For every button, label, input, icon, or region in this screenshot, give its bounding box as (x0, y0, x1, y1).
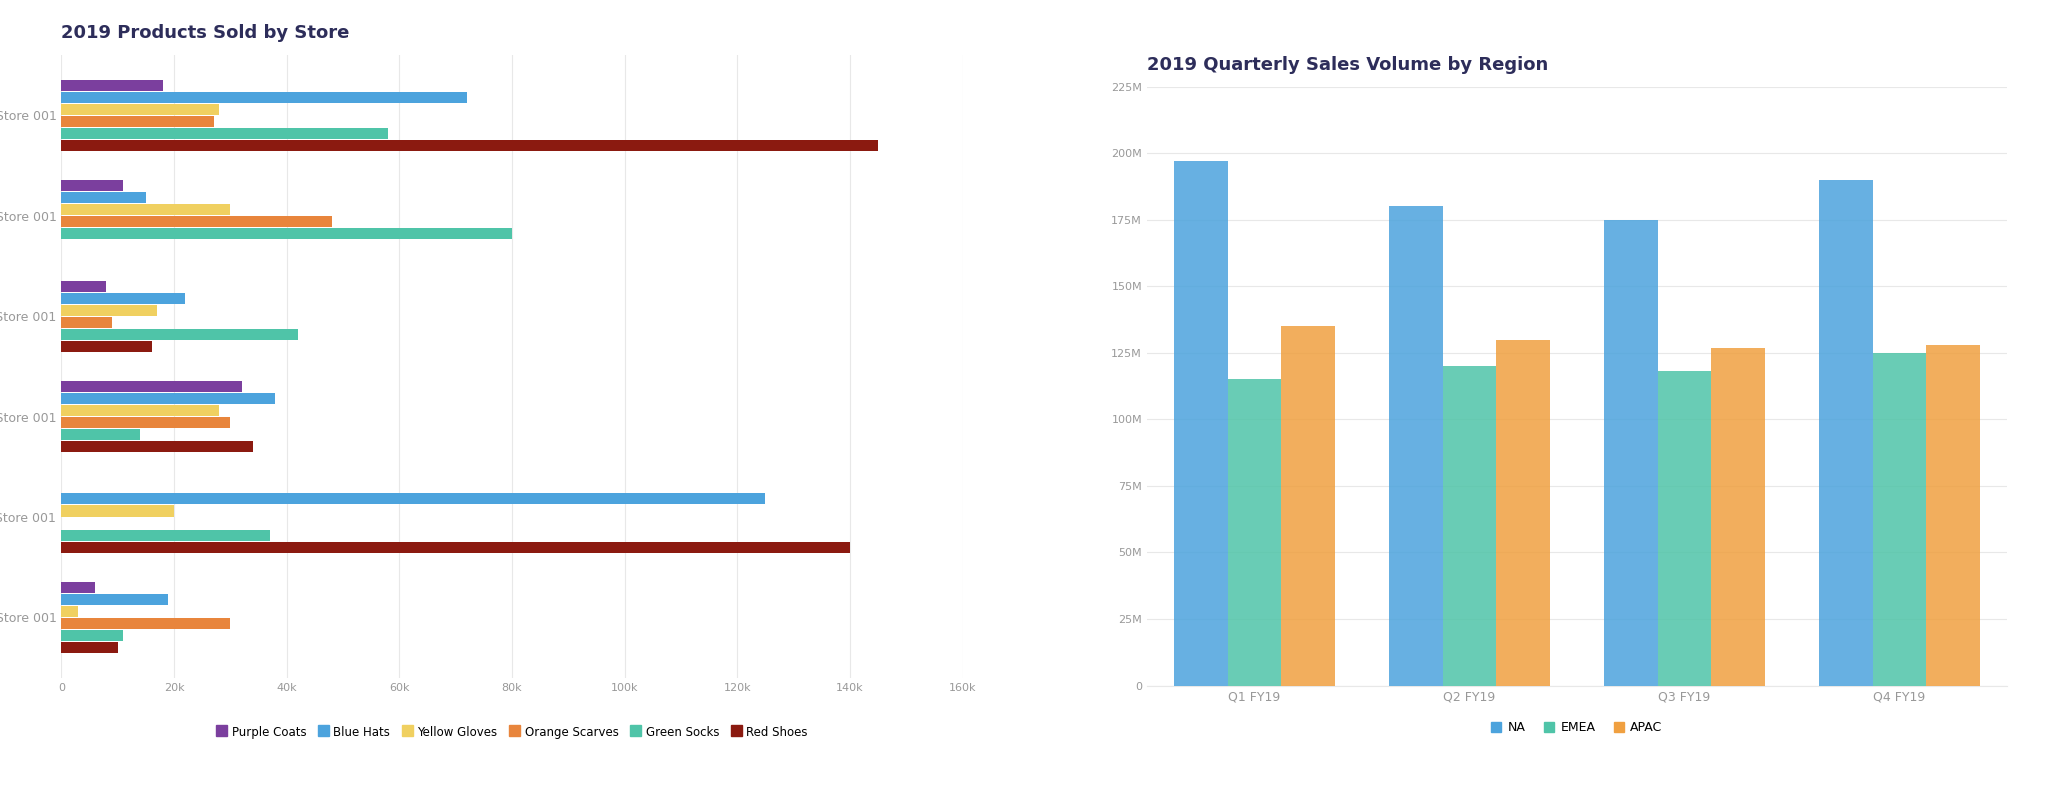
Text: 2019 Products Sold by Store: 2019 Products Sold by Store (61, 24, 350, 43)
Bar (61, 204, 229, 215)
Bar (61, 317, 113, 328)
Bar (61, 329, 299, 340)
Bar (61, 80, 162, 91)
Text: 2019 Quarterly Sales Volume by Region: 2019 Quarterly Sales Volume by Region (1147, 56, 1548, 74)
Bar (61, 582, 94, 593)
Bar (61, 541, 850, 552)
Bar (61, 281, 106, 292)
Bar (61, 530, 270, 541)
Bar (61, 92, 467, 103)
Bar (1872, 353, 1927, 686)
Bar (61, 630, 123, 641)
Bar (61, 116, 213, 127)
Bar (1604, 220, 1657, 686)
Bar (61, 429, 139, 440)
Legend: NA, EMEA, APAC: NA, EMEA, APAC (1487, 716, 1667, 739)
Bar (61, 441, 254, 452)
Bar (61, 606, 78, 617)
Bar (61, 594, 168, 605)
Bar (61, 642, 117, 653)
Bar (1657, 371, 1712, 686)
Bar (61, 229, 512, 240)
Bar (61, 140, 879, 151)
Bar (61, 381, 242, 392)
Bar (61, 217, 332, 228)
Bar (1282, 326, 1335, 686)
Bar (61, 505, 174, 516)
Bar (61, 393, 274, 404)
Bar (1712, 348, 1765, 686)
Bar (1497, 340, 1550, 686)
Bar (61, 292, 184, 303)
Bar (61, 180, 123, 191)
Bar (61, 104, 219, 115)
Bar (61, 618, 229, 629)
Bar (61, 493, 766, 504)
Bar (1442, 366, 1497, 686)
Bar (61, 305, 158, 316)
Legend: Purple Coats, Blue Hats, Yellow Gloves, Orange Scarves, Green Socks, Red Shoes: Purple Coats, Blue Hats, Yellow Gloves, … (211, 721, 813, 743)
Bar (1819, 180, 1872, 686)
Bar (1389, 206, 1442, 686)
Bar (1227, 380, 1282, 686)
Bar (61, 128, 389, 139)
Bar (61, 192, 145, 203)
Bar (61, 405, 219, 416)
Bar (61, 341, 152, 352)
Bar (61, 417, 229, 428)
Bar (1174, 162, 1227, 686)
Bar (1927, 345, 1980, 686)
